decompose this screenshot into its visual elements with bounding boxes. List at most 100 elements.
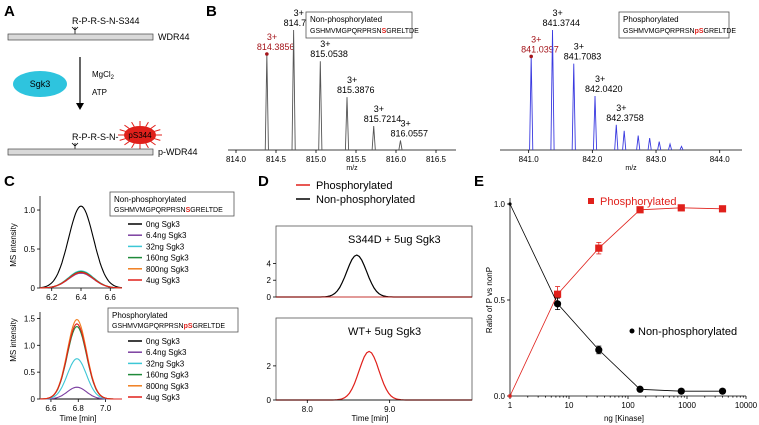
- phospho-box-title: Phosphorylated: [623, 15, 679, 24]
- e-x-tick-label: 10000: [735, 401, 758, 410]
- e-point: [553, 290, 562, 298]
- d-y-tick-label: 2: [267, 362, 272, 371]
- e-series-line: [509, 207, 723, 397]
- spectrum-peak: [622, 130, 627, 151]
- spectrum-tick-label: 815.5: [346, 155, 367, 164]
- peak-charge-label: 3+: [347, 75, 357, 85]
- peak-mz-label: 841.0397: [521, 44, 559, 54]
- legend-label: 6.4ng Sgk3: [146, 348, 187, 357]
- c-y-tick-label: 0: [31, 395, 36, 404]
- e-legend-marker: [588, 198, 594, 204]
- c-xlabel: Time [min]: [59, 414, 96, 423]
- mgcl2-label: MgCl2: [92, 70, 115, 81]
- spectrum-tick-label: 843.0: [646, 155, 667, 164]
- spectrum-tick-label: 816.5: [426, 155, 447, 164]
- panel-label-e: E: [474, 173, 484, 190]
- c-bottom-box-seq: GSHMVMGPQRPRSNpSGRELTDE: [112, 323, 225, 330]
- spectrum-peak: [529, 56, 534, 151]
- c-bottom-box-title: Phosphorylated: [112, 311, 168, 320]
- c-trace: [40, 271, 122, 289]
- c-trace: [39, 205, 123, 289]
- e-ylabel: Ratio of P vs nonP: [485, 267, 494, 333]
- top-residue-marker: [71, 26, 79, 34]
- spectrum-peak: [614, 124, 619, 151]
- legend-label: 800ng Sgk3: [146, 265, 189, 274]
- legend-label: 800ng Sgk3: [146, 382, 189, 391]
- d-y-tick-label: 0: [267, 396, 272, 405]
- e-series-line: [509, 203, 723, 392]
- spectrum-peak: [291, 29, 296, 151]
- peak-mz-label: 842.3758: [606, 113, 644, 123]
- legend-label: Non-phosphorylated: [316, 194, 415, 206]
- spectrum-tick-label: 842.0: [582, 155, 603, 164]
- c-x-tick-label: 6.6: [105, 293, 117, 302]
- peak-mz-label: 842.0420: [585, 84, 623, 94]
- phospho-ray: [119, 137, 127, 141]
- spectrum-peak: [679, 145, 684, 151]
- spectrum-peak: [371, 125, 376, 151]
- panel-d: Phosphorylated Non-phosphorylated 0 2 4 0 2 8…: [267, 180, 473, 423]
- peak-charge-label: 3+: [400, 118, 410, 128]
- peak-mz-label: 815.7214: [364, 114, 402, 124]
- wdr44-label: WDR44: [158, 32, 190, 42]
- bottom-residue-marker: [71, 142, 79, 149]
- c-trace: [40, 272, 122, 289]
- panel-label-d: D: [258, 173, 269, 190]
- e-point: [636, 385, 644, 393]
- e-xlabel: ng [Kinase]: [604, 414, 644, 423]
- phospho-ray: [119, 129, 127, 133]
- legend-label: 160ng Sgk3: [146, 371, 189, 380]
- c-x-tick-label: 7.0: [100, 404, 112, 413]
- top-sequence: R-P-R-S-N-S344: [72, 16, 140, 26]
- spectrum-tick-label: 816.0: [386, 155, 407, 164]
- c-bottom-box: [107, 307, 239, 333]
- spectrum-nonphospho: 814.0 814.5 815.0 815.5 816.0 816.5m/z3+814.3…: [226, 8, 456, 172]
- mono-peak-marker: [529, 54, 533, 59]
- panel-label-b: B: [206, 3, 217, 20]
- d-x-tick-label: 8.0: [302, 405, 314, 414]
- dose-response-plot: 0.0 0.5 1.0 1 10 100 1000 10000 Phosphorylated No…: [494, 196, 758, 410]
- e-x-tick-label: 1000: [678, 401, 696, 410]
- legend-label: Phosphorylated: [316, 180, 392, 192]
- phospho-ray: [124, 124, 130, 130]
- e-x-tick-label: 100: [621, 401, 635, 410]
- d-x-tick-label: 9.0: [384, 405, 396, 414]
- legend-label: 160ng Sgk3: [146, 254, 189, 263]
- c-top-box-seq: GSHMVMGPQRPRSNSGRELTDE: [114, 207, 223, 214]
- phospho-ray: [150, 140, 156, 146]
- nonphospho-box-seq: GSHMVMGPQRPRSNSGRELTDE: [310, 28, 419, 35]
- spectrum-peak: [344, 97, 350, 151]
- e-point: [677, 204, 685, 212]
- peak-mz-label: 814.7202: [284, 18, 322, 28]
- peak-charge-label: 3+: [374, 104, 384, 114]
- spectrum-xlabel: m/z: [346, 165, 358, 172]
- spectrum-tick-label: 841.0: [519, 155, 540, 164]
- e-point: [508, 394, 512, 398]
- panel-e: 0.0 0.5 1.0 1 10 100 1000 10000 Phosphorylated No…: [485, 196, 758, 423]
- d-trace: [276, 350, 472, 401]
- c-bottom-chromatogram: 0 0.5 1.0 1.5 6.6 6.8 7.0: [24, 312, 122, 413]
- spectrum-peak: [668, 142, 673, 151]
- panel-c: MS intensity MS intensity 0 0.5 1.0 6.2 6.4 6…: [9, 191, 239, 423]
- phospho-ray: [131, 121, 135, 127]
- spectrum-xlabel: m/z: [625, 165, 637, 172]
- spectrum-peak: [647, 137, 652, 151]
- e-legend-label: Non-phosphorylated: [638, 326, 737, 338]
- e-y-tick-label: 1.0: [494, 200, 506, 209]
- spectrum-peak: [550, 29, 555, 151]
- e-y-tick-label: 0.0: [494, 392, 506, 401]
- d-top-title: S344D + 5ug Sgk3: [348, 234, 441, 246]
- legend-label: 0ng Sgk3: [146, 220, 180, 229]
- legend-label: 32ng Sgk3: [146, 359, 185, 368]
- peak-charge-label: 3+: [595, 74, 605, 84]
- spectrum-peak: [636, 135, 641, 151]
- phospho-ray: [145, 143, 149, 149]
- legend-label: 0ng Sgk3: [146, 337, 180, 346]
- phospho-burst: pS344: [118, 121, 162, 149]
- peak-mz-label: 815.3876: [337, 85, 375, 95]
- peak-charge-label: 3+: [616, 103, 626, 113]
- c-x-tick-label: 6.6: [45, 404, 57, 413]
- peak-charge-label: 3+: [320, 39, 330, 49]
- c-x-tick-label: 6.2: [46, 293, 58, 302]
